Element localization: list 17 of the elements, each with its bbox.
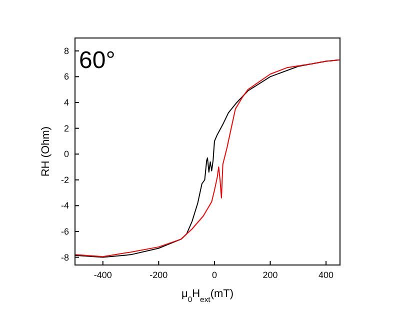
- y-tick-label: 6: [64, 72, 69, 82]
- y-tick-label: -2: [60, 174, 69, 185]
- y-axis-title: RH (Ohm): [40, 126, 52, 177]
- y-tick-label: 0: [64, 149, 69, 160]
- x-axis-title: μ$_{0}$H$_{ext}$(mT): [181, 288, 234, 304]
- y-tick-label: 8: [64, 46, 69, 56]
- x-tick-label: 200: [262, 270, 278, 280]
- x-tick-label: -200: [150, 270, 168, 280]
- y-tick-label: 2: [64, 123, 69, 134]
- x-tick-label: 400: [318, 270, 334, 280]
- y-tick-label: -8: [60, 252, 69, 262]
- annotation: 60°: [79, 47, 116, 74]
- y-tick-label: -6: [60, 226, 69, 236]
- x-tick-label: 0: [212, 270, 217, 280]
- x-tick-label: -400: [94, 270, 112, 280]
- y-tick-label: -4: [60, 200, 69, 211]
- y-tick-label: 4: [64, 97, 69, 108]
